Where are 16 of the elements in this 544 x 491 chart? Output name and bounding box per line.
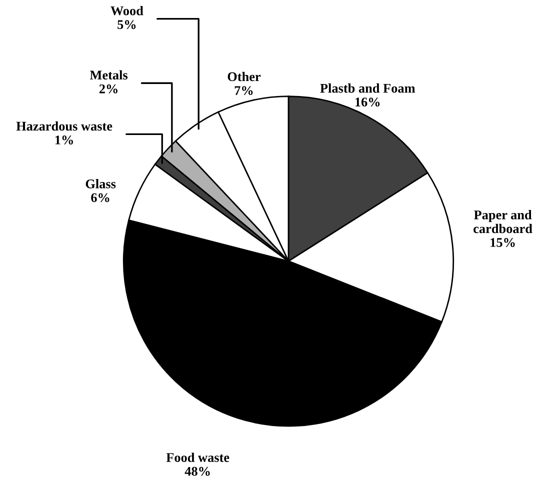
slice-label: Hazardous waste [16, 121, 112, 131]
slice-label: Glass [86, 179, 116, 188]
data-label: 15% [490, 238, 515, 247]
data-label: 1% [55, 136, 73, 144]
slice-label: Metals [90, 70, 128, 80]
data-label: 48% [184, 466, 210, 476]
slice-label: Food waste [166, 452, 230, 462]
data-label: 16% [355, 98, 380, 107]
slice-label: Plastb and Foam [320, 83, 416, 93]
data-label: 7% [234, 86, 253, 96]
data-label: 6% [91, 193, 110, 202]
slice-label: Wood [110, 6, 144, 16]
data-label: 2% [99, 84, 118, 94]
data-label: 5% [118, 20, 136, 30]
slice-label: Paper and cardboard [474, 210, 532, 234]
slice-label: Other [228, 72, 261, 82]
